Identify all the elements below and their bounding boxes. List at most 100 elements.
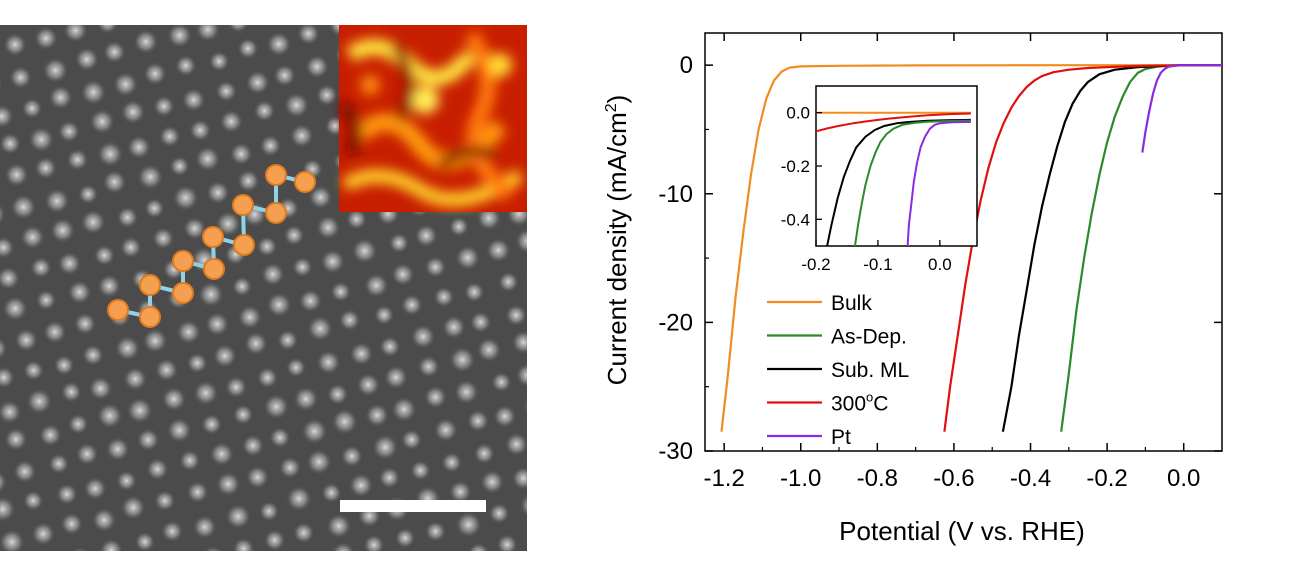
atom-column (505, 304, 527, 326)
atom-column (259, 501, 279, 522)
y-axis-label: Current density (mA/cm2) (602, 95, 632, 386)
atom-column (26, 388, 52, 415)
atom-column (30, 256, 52, 279)
atom-column (93, 244, 115, 266)
atom-column (473, 442, 495, 465)
atom-column (0, 236, 15, 259)
atom-column (89, 108, 115, 135)
atom-column (417, 355, 440, 378)
atom-column (237, 169, 260, 193)
series-line-sub-ml (1001, 64, 1222, 432)
atom-column (525, 268, 527, 282)
atom-column (321, 482, 342, 503)
atom-column (13, 460, 37, 483)
atom-column (511, 466, 527, 490)
atom-column (83, 477, 107, 500)
atom-column (166, 417, 192, 443)
series-line-bulk (720, 64, 1222, 432)
atom-column (0, 266, 20, 290)
atom-column (311, 550, 321, 551)
atom-column (326, 513, 352, 539)
atom-column (176, 319, 201, 345)
atom-column (66, 148, 89, 171)
atom-column (346, 208, 367, 230)
atom-column (424, 256, 447, 278)
atom-column (175, 54, 197, 77)
atom-column (144, 198, 165, 219)
atom-column (215, 471, 241, 497)
atom-column (97, 25, 118, 34)
atom-column (14, 328, 38, 352)
atom-column (134, 531, 155, 551)
inset-series-group (815, 111, 971, 247)
atom-column (237, 38, 259, 59)
atom-column (0, 471, 7, 493)
atom-column (316, 215, 341, 240)
atom-column (301, 418, 328, 445)
atom-column (31, 522, 55, 546)
atom-column (4, 162, 29, 187)
atom-column (283, 224, 305, 246)
atom-column (97, 274, 121, 298)
atom-column (519, 493, 527, 517)
atom-column (116, 470, 137, 492)
atom-column (332, 542, 355, 551)
atom-column (167, 25, 192, 48)
atom-column (21, 98, 43, 119)
atom-column (388, 232, 410, 254)
atom-column (126, 397, 153, 424)
inset-line-pt (906, 121, 971, 247)
x-axis: -1.2 -1.0 -0.8 -0.6 -0.4 -0.2 0.0 (703, 33, 1200, 492)
atom-column (219, 109, 243, 133)
atom-column (433, 418, 458, 442)
atom-column (283, 92, 310, 118)
atom-column (351, 238, 378, 264)
atom-column (67, 280, 92, 305)
atom-column (142, 328, 168, 354)
inset-x-axis: -0.2 -0.1 0.0 (801, 240, 952, 274)
series-line-as-dep (1060, 64, 1222, 432)
atom-column (99, 538, 123, 551)
y-tick-label: -10 (658, 181, 693, 208)
atom-column (0, 78, 3, 94)
x-tick-label: -0.8 (857, 465, 898, 492)
atom-column (523, 397, 527, 415)
atom-column (0, 204, 6, 225)
legend-label-pt: Pt (831, 426, 851, 449)
atom-column (179, 449, 201, 472)
atom-column (331, 408, 358, 435)
inset-x-tick-label: 0.0 (928, 255, 952, 274)
atom-column (39, 423, 62, 447)
y-axis: 0 -10 -20 -30 (658, 52, 1222, 465)
atom-column (123, 367, 147, 391)
atom-column (306, 449, 332, 475)
atom-column (67, 413, 89, 435)
x-axis-label: Potential (V vs. RHE) (839, 516, 1085, 546)
atom-column (286, 485, 312, 512)
atom-column (28, 126, 55, 153)
atom-column (441, 550, 451, 551)
atom-column (172, 185, 199, 211)
atom-column (297, 25, 320, 45)
atom-column (20, 225, 45, 250)
inset-x-tick-label: -0.1 (863, 255, 892, 274)
atom-column (379, 336, 401, 358)
atom-column (203, 546, 223, 551)
x-tick-label: -1.0 (780, 465, 821, 492)
atom-column (267, 25, 278, 27)
atom-column (305, 54, 329, 79)
atom-column (349, 342, 374, 366)
atom-column (63, 25, 88, 43)
atom-column (383, 365, 408, 390)
atom-column (374, 304, 395, 326)
atom-column (308, 185, 333, 210)
atom-column (105, 437, 130, 461)
atom-column (505, 432, 527, 456)
atom-column (50, 218, 75, 243)
inset-line-sub-ml (826, 118, 971, 247)
atom-column (195, 25, 220, 42)
atom-column (74, 47, 99, 72)
atom-column (136, 428, 160, 452)
lattice-overlay (107, 164, 316, 328)
atom-column (215, 80, 237, 102)
